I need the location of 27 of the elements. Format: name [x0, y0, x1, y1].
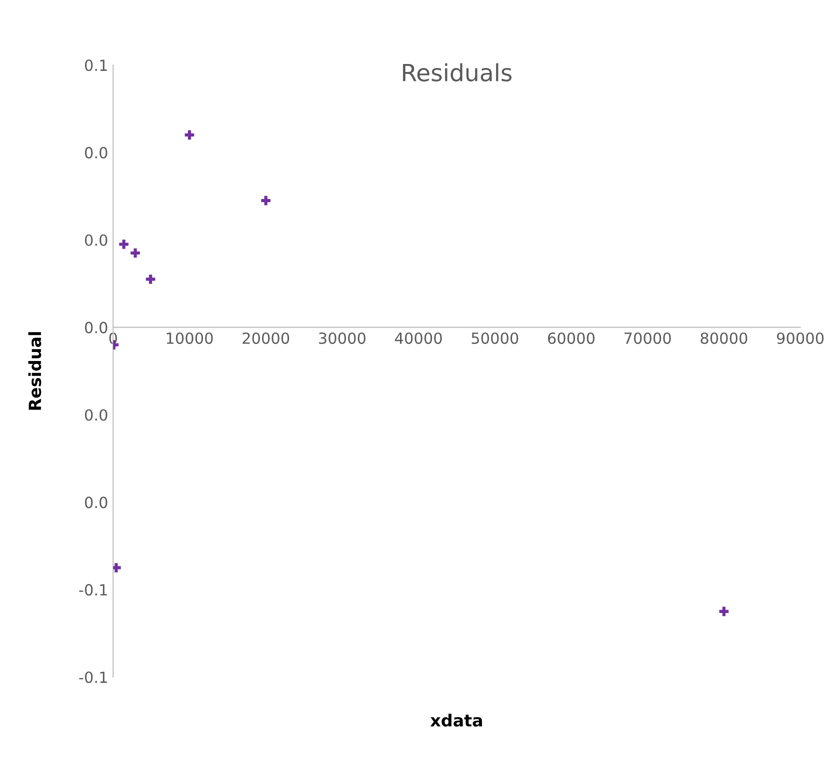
y-tick-label: 0.0	[84, 234, 108, 246]
y-axis-title: Residual	[28, 332, 42, 410]
point	[119, 240, 128, 249]
y-tick-label: 0.0	[84, 496, 108, 508]
x-tick-label: 50000	[472, 332, 518, 344]
x-tick-label: 20000	[242, 332, 290, 344]
point	[146, 274, 156, 284]
point	[719, 606, 729, 616]
point	[184, 130, 194, 140]
chart-title: Residuals	[403, 63, 512, 82]
y-tick-label: 0.0	[84, 409, 108, 421]
point	[130, 248, 140, 258]
y-tick-label: -0.1	[79, 584, 107, 596]
x-tick-label: 70000	[624, 332, 671, 344]
x-tick-label: 90000	[776, 332, 824, 344]
x-tick-label: 30000	[319, 332, 366, 344]
x-tick-label: 40000	[394, 332, 442, 344]
y-tick-label: 0.0	[84, 146, 108, 158]
point	[113, 563, 121, 572]
y-tick-label: -0.1	[79, 671, 107, 684]
x-tick-label: 10000	[166, 332, 213, 344]
x-axis-title: xdata	[430, 714, 482, 727]
x-tick-label: 80000	[700, 332, 748, 344]
y-tick-label: 0.1	[84, 59, 107, 72]
point	[261, 196, 270, 206]
x-tick-label: 60000	[548, 332, 595, 344]
y-tick-label: 0.0	[84, 322, 108, 334]
